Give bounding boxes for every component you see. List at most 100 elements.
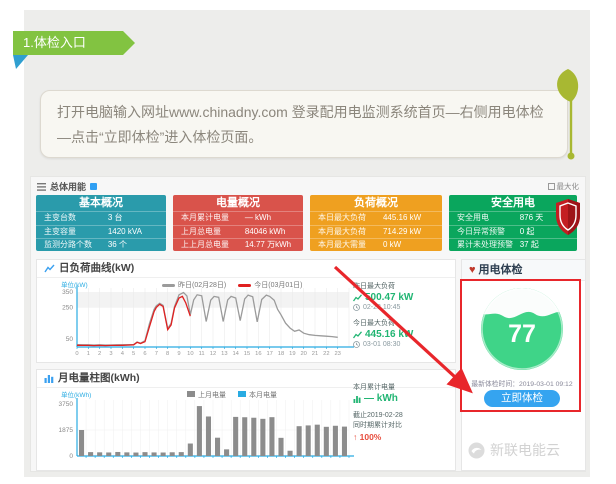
legend-marker-yesterday — [162, 284, 175, 287]
svg-text:6: 6 — [143, 351, 146, 357]
svg-text:18: 18 — [278, 351, 284, 357]
xinlian-logo-icon — [468, 442, 485, 458]
dashboard-screenshot: 总体用能 最大化 基本概况 主变台数 3 台 主变容量 1420 kVA 监测分路个… — [30, 176, 586, 472]
section-title: 总体用能 — [50, 182, 87, 192]
svg-text:17: 17 — [266, 351, 272, 357]
menu-icon[interactable] — [37, 182, 46, 191]
stat-row: 本月最大需量 0 kW — [310, 238, 442, 252]
dashboard-header: 总体用能 最大化 — [37, 180, 579, 193]
stat-delta: ↑ 100% — [353, 432, 382, 442]
svg-text:50: 50 — [66, 336, 74, 343]
panel-safety-overview: 安全用电 安全用电 876 天 今日异常预警 0 起 累计未处理预警 37 起 — [449, 195, 577, 251]
mini-bar-icon — [353, 395, 361, 403]
stat-row: 上上月总电量 14.77 万kWh — [173, 238, 303, 252]
panel-title: 负荷概况 — [354, 197, 398, 209]
stat-row: 累计未处理预警 37 起 — [449, 238, 577, 252]
stat-value: 445.16 kW — [365, 329, 414, 340]
svg-text:21: 21 — [312, 351, 318, 357]
legend-marker-thismonth — [238, 391, 246, 397]
clock-icon — [353, 304, 360, 311]
heart-icon: ♥ — [469, 264, 476, 276]
svg-text:350: 350 — [62, 289, 73, 296]
stat-value: 84046 kWh — [244, 226, 286, 236]
daily-load-chart-title-row: 日负荷曲线(kW) — [37, 260, 455, 278]
stat-label: 本月最大需量 — [318, 240, 366, 249]
maximize-label: 最大化 — [556, 182, 580, 191]
bar-chart-stats: 本月累计电量 — kWh 截止2019-02-28 同时期累计对比 ↑ 100% — [353, 382, 453, 442]
health-score: 77 — [508, 320, 536, 348]
stat-value: 0 起 — [519, 226, 535, 236]
stat-label: 本月最大负荷 — [318, 226, 366, 236]
check-now-button[interactable]: 立即体检 — [484, 390, 560, 407]
stat-label: 主变台数 — [44, 213, 76, 222]
stat-label: 今日最大负荷 — [353, 320, 395, 327]
legend-label: 昨日(02月28日) — [178, 282, 227, 289]
stat-label: 本日最大负荷 — [318, 213, 366, 222]
stat-label: 累计未处理预警 — [457, 240, 513, 249]
svg-text:1: 1 — [87, 351, 90, 357]
legend-marker-lastmonth — [187, 391, 195, 397]
svg-text:12: 12 — [210, 351, 216, 357]
bar-chart-legend: 上月电量 本月电量 — [187, 390, 277, 400]
stat-label: 上上月总电量 — [181, 240, 229, 249]
stat-label: 上月总电量 — [181, 226, 221, 236]
svg-text:3: 3 — [109, 351, 112, 357]
stat-row: 安全用电 876 天 — [449, 211, 577, 225]
svg-text:2: 2 — [98, 351, 101, 357]
stat-label: 本月累计电量 — [353, 384, 395, 391]
svg-text:20: 20 — [300, 351, 306, 357]
svg-text:13: 13 — [221, 351, 227, 357]
stat-time: 03-01 08:30 — [353, 341, 453, 348]
stat-value: 36 个 — [107, 240, 127, 249]
svg-text:19: 19 — [289, 351, 295, 357]
line-chart-icon — [44, 264, 55, 273]
stat-row: 主变台数 3 台 — [36, 211, 166, 225]
line-chart-stats: 昨日最大负荷 500.47 kW 02-28 10:45 今日最大负荷 445.… — [353, 281, 453, 355]
svg-text:7: 7 — [155, 351, 158, 357]
last-check-value: 2019-03-01 09:12 — [518, 381, 573, 388]
svg-text:10: 10 — [187, 351, 193, 357]
stat-value: — kWh — [244, 213, 272, 222]
stat-time-value: 02-28 10:45 — [363, 304, 401, 311]
stat-row: 监测分路个数 36 个 — [36, 238, 166, 252]
today-max-load: 今日最大负荷 445.16 kW 03-01 08:30 — [353, 318, 453, 348]
stat-value: 0 kW — [382, 240, 402, 249]
panel-title: 安全用电 — [491, 197, 535, 209]
maximize-button[interactable]: 最大化 — [547, 181, 580, 192]
last-check-label: 最新体检时间： — [471, 381, 519, 388]
legend-label: 本月电量 — [249, 392, 277, 399]
chart-title: 日负荷曲线(kW) — [59, 262, 135, 274]
monthly-energy-chart-title-row: 月电量柱图(kWh) — [37, 370, 455, 388]
panel-energy-overview: 电量概况 本月累计电量 — kWh 上月总电量 84046 kWh 上上月总电量 14… — [173, 195, 303, 251]
svg-text:1875: 1875 — [59, 427, 74, 434]
stat-asof: 截止2019-02-28 — [353, 412, 403, 419]
clock-icon — [353, 341, 360, 348]
y-axis-unit: 单位(kWh) — [61, 392, 92, 399]
trend-icon — [353, 293, 362, 301]
svg-text:23: 23 — [334, 351, 340, 357]
legend-label: 今日(03月01日) — [254, 282, 303, 289]
trend-icon — [353, 330, 362, 338]
stat-label: 本月累计电量 — [181, 213, 229, 222]
stat-value: 37 起 — [519, 240, 539, 249]
svg-text:22: 22 — [323, 351, 329, 357]
svg-text:15: 15 — [244, 351, 250, 357]
stat-time-value: 03-01 08:30 — [363, 341, 401, 348]
stat-label: 安全用电 — [457, 213, 489, 222]
svg-text:4: 4 — [121, 351, 125, 357]
shield-icon — [556, 199, 580, 235]
legend-item: 上月电量 — [187, 390, 226, 400]
instruction-text: 打开电脑输入网址www.chinadny.com 登录配用电监测系统首页—右侧用… — [57, 104, 544, 145]
svg-text:14: 14 — [232, 351, 239, 357]
maximize-icon — [547, 183, 555, 190]
stat-value: 1420 kVA — [107, 226, 142, 236]
health-score-gauge — [481, 288, 563, 370]
daily-load-chart-card: 日负荷曲线(kW) 单位(kW) 昨日(02月28日) 今日(03月01日) 3… — [36, 259, 456, 363]
instruction-bubble: 打开电脑输入网址www.chinadny.com 登录配用电监测系统首页—右侧用… — [40, 90, 568, 158]
stat-label: 主变容量 — [44, 226, 76, 236]
stat-value: 876 天 — [519, 213, 544, 222]
stat-label: 今日异常预警 — [457, 226, 505, 236]
panel-title: 电量概况 — [216, 197, 260, 209]
section-ribbon-label: 1.体检入口 — [23, 35, 86, 50]
